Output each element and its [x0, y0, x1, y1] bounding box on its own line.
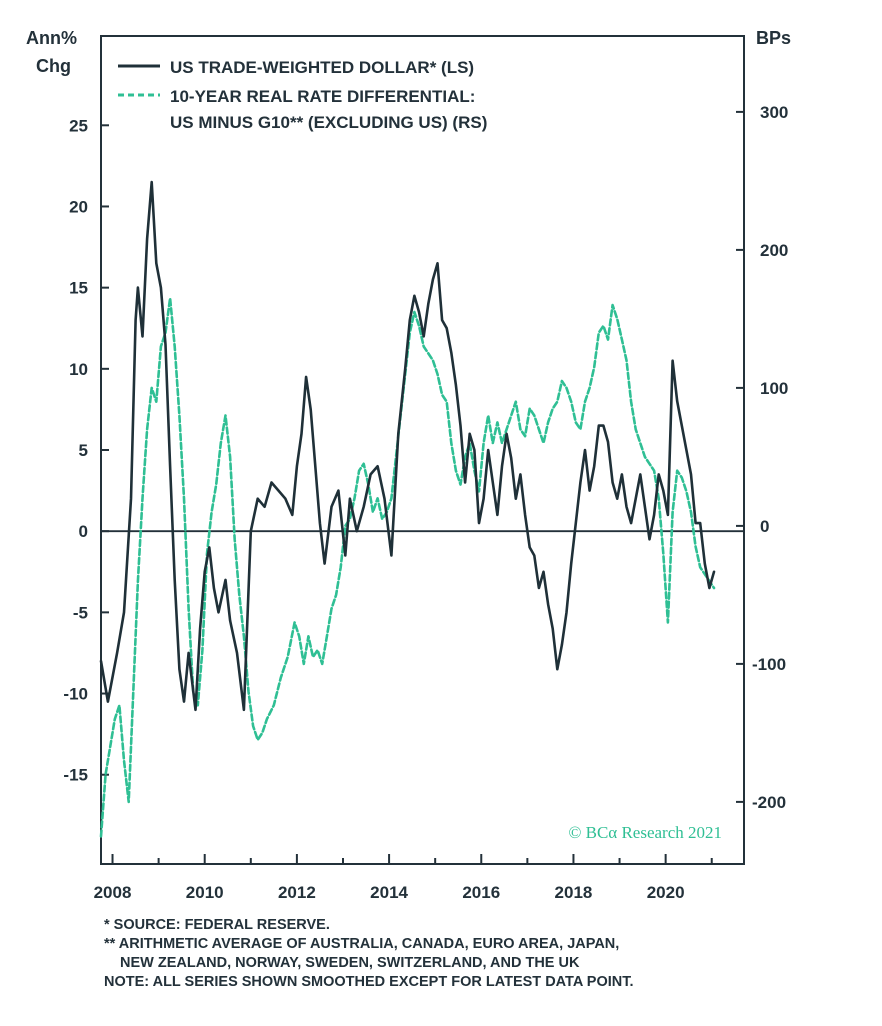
legend-label-dollar: US TRADE-WEIGHTED DOLLAR* (LS)	[170, 58, 474, 77]
right-tick-label: -200	[752, 793, 786, 812]
footnote-note: NOTE: ALL SERIES SHOWN SMOOTHED EXCEPT F…	[104, 974, 634, 990]
footnotes: * SOURCE: FEDERAL RESERVE. ** ARITHMETIC…	[104, 916, 864, 992]
footnote-average-cont: NEW ZEALAND, NORWAY, SWEDEN, SWITZERLAND…	[120, 955, 580, 971]
x-tick-label: 2020	[647, 883, 685, 902]
left-tick-label: -10	[63, 685, 88, 704]
left-tick-label: 25	[69, 116, 88, 135]
x-tick-label: 2010	[186, 883, 224, 902]
footnote-source: * SOURCE: FEDERAL RESERVE.	[104, 917, 330, 933]
left-tick-label: -15	[63, 766, 88, 785]
legend-label-rate-diff-line2: US MINUS G10** (EXCLUDING US) (RS)	[170, 113, 487, 132]
footnote-average: ** ARITHMETIC AVERAGE OF AUSTRALIA, CANA…	[104, 936, 620, 952]
left-axis-ticks: 25 20 15 10 5 0 -5 -10 -15	[63, 116, 109, 785]
series-line-trade-weighted-dollar	[99, 180, 716, 712]
legend: US TRADE-WEIGHTED DOLLAR* (LS) 10-YEAR R…	[118, 58, 487, 132]
left-tick-label: 0	[79, 522, 88, 541]
x-tick-label: 2012	[278, 883, 316, 902]
x-tick-label: 2014	[370, 883, 408, 902]
legend-label-rate-diff-line1: 10-YEAR REAL RATE DIFFERENTIAL:	[170, 87, 475, 106]
x-tick-label: 2016	[462, 883, 500, 902]
right-axis-ticks: 300 200 100 0 -100 -200	[736, 103, 788, 812]
left-axis-title-line1: Ann%	[26, 28, 77, 48]
left-axis-title-line2: Chg	[36, 56, 71, 76]
right-tick-label: 100	[760, 379, 788, 398]
chart: Ann% Chg BPs 25 20 15 10 5 0 -5 -10 -15 300 200 10…	[26, 28, 791, 902]
right-tick-label: 200	[760, 241, 788, 260]
x-tick-label: 2018	[555, 883, 593, 902]
right-axis-title: BPs	[756, 28, 791, 48]
right-tick-label: 0	[760, 517, 769, 536]
right-tick-label: 300	[760, 103, 788, 122]
left-tick-label: 20	[69, 197, 88, 216]
right-tick-label: -100	[752, 655, 786, 674]
left-tick-label: -5	[73, 603, 88, 622]
left-tick-label: 15	[69, 279, 88, 298]
x-axis-ticks: 2008 2010 2012 2014 2016 2018 2020	[94, 854, 713, 902]
series-layer	[99, 180, 716, 838]
left-tick-label: 5	[79, 441, 88, 460]
x-tick-label: 2008	[94, 883, 132, 902]
left-tick-label: 10	[69, 360, 88, 379]
series-line-rate-differential	[99, 296, 716, 838]
source-credit: © BCα Research 2021	[568, 823, 722, 842]
plot-frame	[100, 35, 745, 865]
